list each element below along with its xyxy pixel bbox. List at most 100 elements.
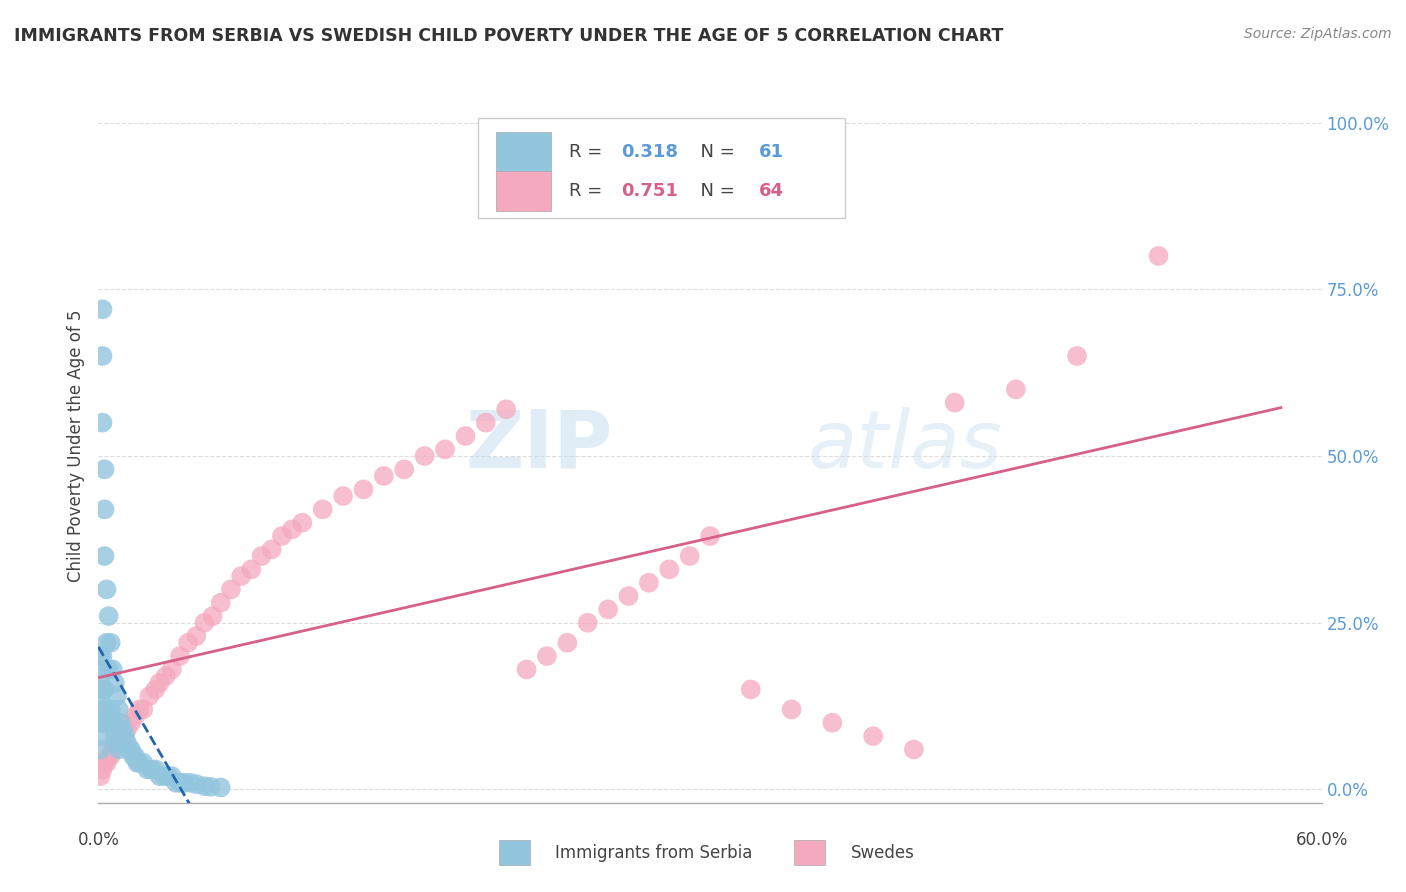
Point <box>91 302 114 317</box>
Point <box>699 529 721 543</box>
Point <box>93 462 115 476</box>
Point <box>474 416 498 430</box>
Point <box>332 489 354 503</box>
Point <box>155 669 177 683</box>
Point <box>1066 349 1088 363</box>
Text: 0.318: 0.318 <box>620 143 678 161</box>
Point <box>110 715 132 730</box>
Point <box>128 756 150 770</box>
Point <box>115 736 138 750</box>
Point <box>516 662 538 676</box>
Text: 0.0%: 0.0% <box>77 831 120 849</box>
Point <box>101 742 124 756</box>
Point <box>93 756 115 770</box>
Point <box>160 662 183 676</box>
Point <box>97 749 120 764</box>
Point <box>120 742 142 756</box>
Text: N =: N = <box>689 143 741 161</box>
Y-axis label: Child Poverty Under the Age of 5: Child Poverty Under the Age of 5 <box>66 310 84 582</box>
Point <box>177 636 200 650</box>
Point <box>373 469 395 483</box>
Point <box>186 777 208 791</box>
Point <box>91 682 114 697</box>
Text: 60.0%: 60.0% <box>1295 831 1348 849</box>
Point <box>173 776 195 790</box>
Point <box>108 742 131 756</box>
Point <box>209 596 232 610</box>
Point <box>100 749 122 764</box>
Point <box>169 776 191 790</box>
Point <box>149 675 172 690</box>
Point <box>576 615 599 630</box>
Point <box>93 549 115 563</box>
Point <box>281 522 304 536</box>
Text: R =: R = <box>569 143 609 161</box>
Point <box>111 729 134 743</box>
Point <box>91 416 114 430</box>
Point <box>260 542 283 557</box>
Point <box>124 709 146 723</box>
Point <box>141 763 163 777</box>
Point <box>219 582 242 597</box>
Point <box>91 715 114 730</box>
Point <box>108 702 131 716</box>
Point <box>89 662 111 676</box>
Point <box>97 715 120 730</box>
Point <box>312 502 335 516</box>
Point <box>93 682 115 697</box>
Point <box>91 763 114 777</box>
Point <box>291 516 314 530</box>
Point <box>89 729 111 743</box>
Point <box>96 702 118 716</box>
Point <box>200 780 222 794</box>
Text: R =: R = <box>569 182 609 200</box>
Point <box>193 779 215 793</box>
Point <box>100 636 122 650</box>
Point <box>120 715 142 730</box>
Point <box>169 649 191 664</box>
FancyBboxPatch shape <box>478 118 845 218</box>
Point <box>231 569 253 583</box>
Point <box>201 609 224 624</box>
Point <box>138 689 160 703</box>
Point <box>152 769 174 783</box>
Point <box>132 702 155 716</box>
Point <box>93 502 115 516</box>
Point <box>145 682 167 697</box>
Text: Source: ZipAtlas.com: Source: ZipAtlas.com <box>1244 27 1392 41</box>
Point <box>91 649 114 664</box>
Point <box>165 776 187 790</box>
Point <box>821 715 844 730</box>
Point <box>108 729 131 743</box>
Point <box>104 736 127 750</box>
Point <box>352 483 374 497</box>
Point <box>658 562 681 576</box>
Point <box>617 589 640 603</box>
FancyBboxPatch shape <box>496 132 551 171</box>
Point <box>105 736 128 750</box>
Text: IMMIGRANTS FROM SERBIA VS SWEDISH CHILD POVERTY UNDER THE AGE OF 5 CORRELATION C: IMMIGRANTS FROM SERBIA VS SWEDISH CHILD … <box>14 27 1004 45</box>
Point <box>160 769 183 783</box>
Point <box>434 442 457 457</box>
Point <box>101 662 124 676</box>
Point <box>240 562 263 576</box>
Point <box>115 723 138 737</box>
Point <box>193 615 215 630</box>
Point <box>132 756 155 770</box>
Point <box>740 682 762 697</box>
Point <box>179 776 201 790</box>
FancyBboxPatch shape <box>496 171 551 211</box>
Point <box>555 636 579 650</box>
Point <box>145 763 167 777</box>
Point <box>136 763 159 777</box>
Point <box>104 729 127 743</box>
Point <box>91 349 114 363</box>
Point <box>96 756 118 770</box>
Point <box>127 756 149 770</box>
Text: N =: N = <box>689 182 741 200</box>
Point <box>679 549 702 563</box>
Point <box>1147 249 1170 263</box>
Point <box>96 636 118 650</box>
Point <box>270 529 294 543</box>
Point <box>124 749 146 764</box>
